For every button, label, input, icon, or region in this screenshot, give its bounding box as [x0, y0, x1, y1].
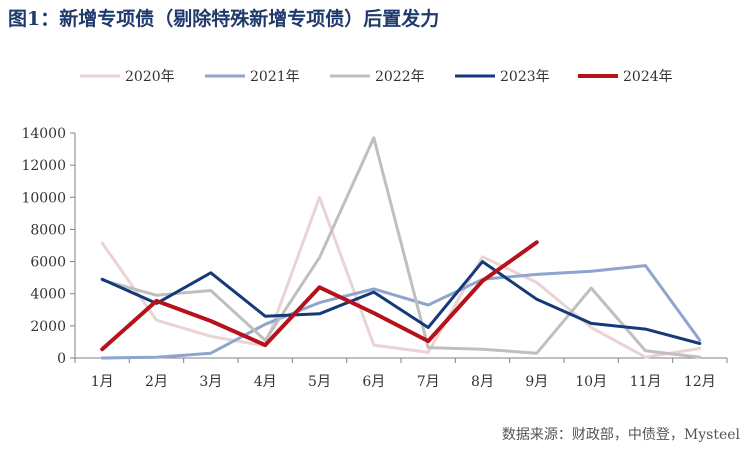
legend-label: 2022年: [375, 69, 425, 85]
y-tick-label: 8000: [30, 222, 66, 238]
series-line-2021: [100, 264, 702, 360]
x-tick-label: 7月: [417, 374, 440, 390]
y-tick-label: 14000: [21, 126, 66, 142]
x-axis: 1月 2月 3月 4月 5月 6月 7月 8月 9月 10月 11月 12月: [74, 357, 728, 390]
legend-label: 2020年: [125, 69, 175, 85]
legend-label: 2021年: [250, 69, 300, 85]
x-tick-label: 12月: [684, 374, 716, 390]
chart-title: 图1：新增专项债（剔除特殊新增专项债）后置发力: [8, 8, 440, 30]
y-tick-label: 12000: [21, 158, 66, 174]
y-tick-label: 2000: [30, 319, 66, 335]
source-note: 数据来源：财政部，中债登，Mysteel: [501, 427, 740, 443]
x-tick-label: 4月: [254, 374, 277, 390]
y-tick-label: 0: [57, 351, 66, 367]
y-tick-label: 10000: [21, 190, 66, 206]
x-tick-label: 6月: [362, 374, 385, 390]
x-tick-label: 11月: [630, 374, 662, 390]
legend-label: 2024年: [623, 69, 673, 85]
x-tick-label: 1月: [91, 374, 114, 390]
x-tick-label: 10月: [575, 374, 607, 390]
y-tick-label: 4000: [30, 287, 66, 303]
series-line-2024: [100, 240, 539, 352]
series-line-2022: [100, 136, 702, 359]
legend-label: 2023年: [500, 69, 550, 85]
series-group: [100, 136, 702, 360]
x-tick-label: 8月: [471, 374, 494, 390]
x-tick-label: 9月: [525, 374, 548, 390]
series-line-2023: [100, 260, 702, 345]
legend: 2020年 2021年 2022年 2023年 2024年: [80, 69, 673, 85]
x-tick-label: 5月: [308, 374, 331, 390]
y-tick-label: 6000: [30, 255, 66, 271]
x-tick-label: 2月: [145, 374, 168, 390]
series-line-2020: [100, 195, 702, 359]
x-tick-label: 3月: [199, 374, 222, 390]
y-axis: 0 2000 4000 6000 8000 10000 12000 14000: [21, 126, 76, 367]
